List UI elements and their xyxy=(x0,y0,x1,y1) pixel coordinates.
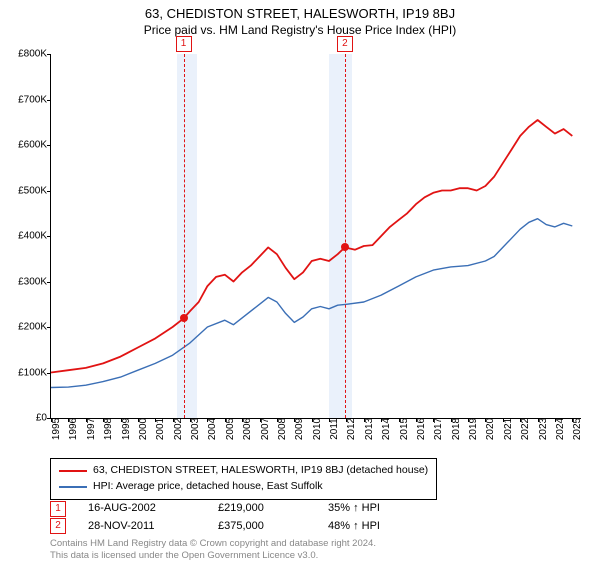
plot-area: £0£100K£200K£300K£400K£500K£600K£700K£80… xyxy=(50,54,581,419)
x-axis-tick-label: 2008 xyxy=(277,418,288,440)
x-axis-tick-label: 2001 xyxy=(155,418,166,440)
footer-line: Contains HM Land Registry data © Crown c… xyxy=(50,538,376,550)
sale-delta: 48% ↑ HPI xyxy=(328,518,458,536)
x-axis-tick-label: 2014 xyxy=(381,418,392,440)
x-axis-tick-label: 2009 xyxy=(294,418,305,440)
sale-marker-badge: 1 xyxy=(176,36,192,52)
x-axis-tick-label: 1995 xyxy=(51,418,62,440)
x-axis-tick-label: 2020 xyxy=(485,418,496,440)
line-series-svg xyxy=(51,54,581,418)
sale-date: 16-AUG-2002 xyxy=(88,500,218,518)
chart-container: 63, CHEDISTON STREET, HALESWORTH, IP19 8… xyxy=(0,6,600,566)
x-axis-tick-label: 2019 xyxy=(468,418,479,440)
sale-price: £219,000 xyxy=(218,500,328,518)
sale-price: £375,000 xyxy=(218,518,328,536)
x-axis-tick-label: 1997 xyxy=(86,418,97,440)
sale-number-badge: 1 xyxy=(50,501,66,517)
x-axis-tick-label: 2006 xyxy=(242,418,253,440)
sale-row: 1 16-AUG-2002£219,00035% ↑ HPI xyxy=(50,500,458,518)
series-line-property xyxy=(51,120,572,373)
x-axis-tick-label: 2023 xyxy=(538,418,549,440)
y-axis-tick-label: £200K xyxy=(3,322,47,333)
sale-marker-line xyxy=(184,54,185,418)
x-axis-tick-label: 2005 xyxy=(225,418,236,440)
x-axis-tick-label: 2024 xyxy=(555,418,566,440)
chart-subtitle: Price paid vs. HM Land Registry's House … xyxy=(0,23,600,37)
legend-item: HPI: Average price, detached house, East… xyxy=(59,479,428,495)
x-axis-tick-label: 1999 xyxy=(121,418,132,440)
legend-swatch xyxy=(59,470,87,472)
x-axis-tick-label: 2016 xyxy=(416,418,427,440)
legend-swatch xyxy=(59,486,87,488)
chart-title: 63, CHEDISTON STREET, HALESWORTH, IP19 8… xyxy=(0,6,600,21)
x-axis-tick-label: 2010 xyxy=(312,418,323,440)
y-axis-tick-label: £500K xyxy=(3,185,47,196)
sale-marker-dot xyxy=(180,314,188,322)
y-axis-tick-label: £800K xyxy=(3,49,47,60)
legend-label: HPI: Average price, detached house, East… xyxy=(93,479,323,495)
y-axis-tick-label: £0 xyxy=(3,413,47,424)
x-axis-tick-label: 2003 xyxy=(190,418,201,440)
sale-marker-dot xyxy=(341,243,349,251)
attribution-footer: Contains HM Land Registry data © Crown c… xyxy=(50,538,376,562)
y-axis-tick-label: £400K xyxy=(3,231,47,242)
legend-item: 63, CHEDISTON STREET, HALESWORTH, IP19 8… xyxy=(59,463,428,479)
sale-marker-badge: 2 xyxy=(337,36,353,52)
legend-label: 63, CHEDISTON STREET, HALESWORTH, IP19 8… xyxy=(93,463,428,479)
x-axis-tick-label: 2017 xyxy=(433,418,444,440)
legend-box: 63, CHEDISTON STREET, HALESWORTH, IP19 8… xyxy=(50,458,437,500)
y-axis-tick-label: £700K xyxy=(3,94,47,105)
x-axis-tick-label: 1998 xyxy=(103,418,114,440)
series-line-hpi xyxy=(51,219,572,388)
x-axis-tick-label: 2002 xyxy=(173,418,184,440)
y-axis-tick-label: £300K xyxy=(3,276,47,287)
y-axis-tick-label: £600K xyxy=(3,140,47,151)
x-axis-tick-label: 2007 xyxy=(260,418,271,440)
x-axis-tick-label: 2015 xyxy=(399,418,410,440)
y-axis-tick-label: £100K xyxy=(3,367,47,378)
x-axis-tick-label: 2013 xyxy=(364,418,375,440)
sales-table: 1 16-AUG-2002£219,00035% ↑ HPI 2 28-NOV-201… xyxy=(50,500,458,535)
sale-number-badge: 2 xyxy=(50,518,66,534)
sale-marker-line xyxy=(345,54,346,418)
x-axis-tick-label: 2022 xyxy=(520,418,531,440)
x-axis-tick-label: 2004 xyxy=(207,418,218,440)
x-axis-tick-label: 2021 xyxy=(503,418,514,440)
x-axis-tick-label: 2025 xyxy=(572,418,583,440)
x-axis-tick-label: 1996 xyxy=(68,418,79,440)
x-axis-tick-label: 2011 xyxy=(329,418,340,440)
sale-date: 28-NOV-2011 xyxy=(88,518,218,536)
x-axis-tick-label: 2000 xyxy=(138,418,149,440)
sale-row: 2 28-NOV-2011£375,00048% ↑ HPI xyxy=(50,518,458,536)
x-axis-tick-label: 2012 xyxy=(346,418,357,440)
x-axis-tick-label: 2018 xyxy=(451,418,462,440)
sale-delta: 35% ↑ HPI xyxy=(328,500,458,518)
